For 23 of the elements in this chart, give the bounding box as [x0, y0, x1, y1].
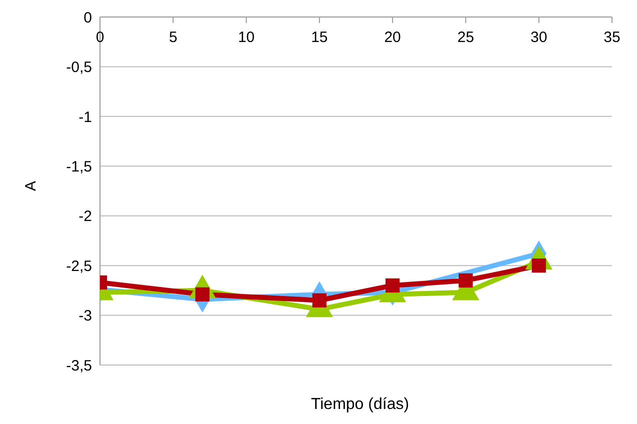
x-tick-label: 25: [457, 29, 474, 46]
point: [312, 293, 326, 308]
x-tick-label: 5: [168, 29, 178, 46]
point: [386, 278, 400, 293]
x-tick-label: 20: [384, 29, 401, 46]
x-tick-label: 30: [530, 29, 548, 46]
y-tick-label: 0: [84, 9, 92, 26]
y-tick-label: -0,5: [66, 59, 92, 76]
y-tick-label: -2,5: [66, 258, 92, 275]
y-tick-label: -2: [78, 208, 92, 226]
x-tick-label: 15: [311, 29, 328, 46]
point: [532, 258, 546, 273]
y-tick-label: -3: [78, 308, 92, 325]
point: [195, 287, 210, 302]
y-tick-label: -3,5: [66, 357, 92, 374]
y-axis-title: A: [22, 180, 40, 191]
y-tick-label: -1,5: [66, 158, 92, 176]
x-tick-label: 35: [604, 29, 620, 46]
x-tick-label: 10: [238, 29, 255, 46]
x-axis-title: Tiempo (días): [310, 396, 410, 414]
point: [458, 273, 473, 288]
y-tick-label: -1: [78, 108, 92, 126]
x-tick-label: 0: [96, 29, 104, 46]
